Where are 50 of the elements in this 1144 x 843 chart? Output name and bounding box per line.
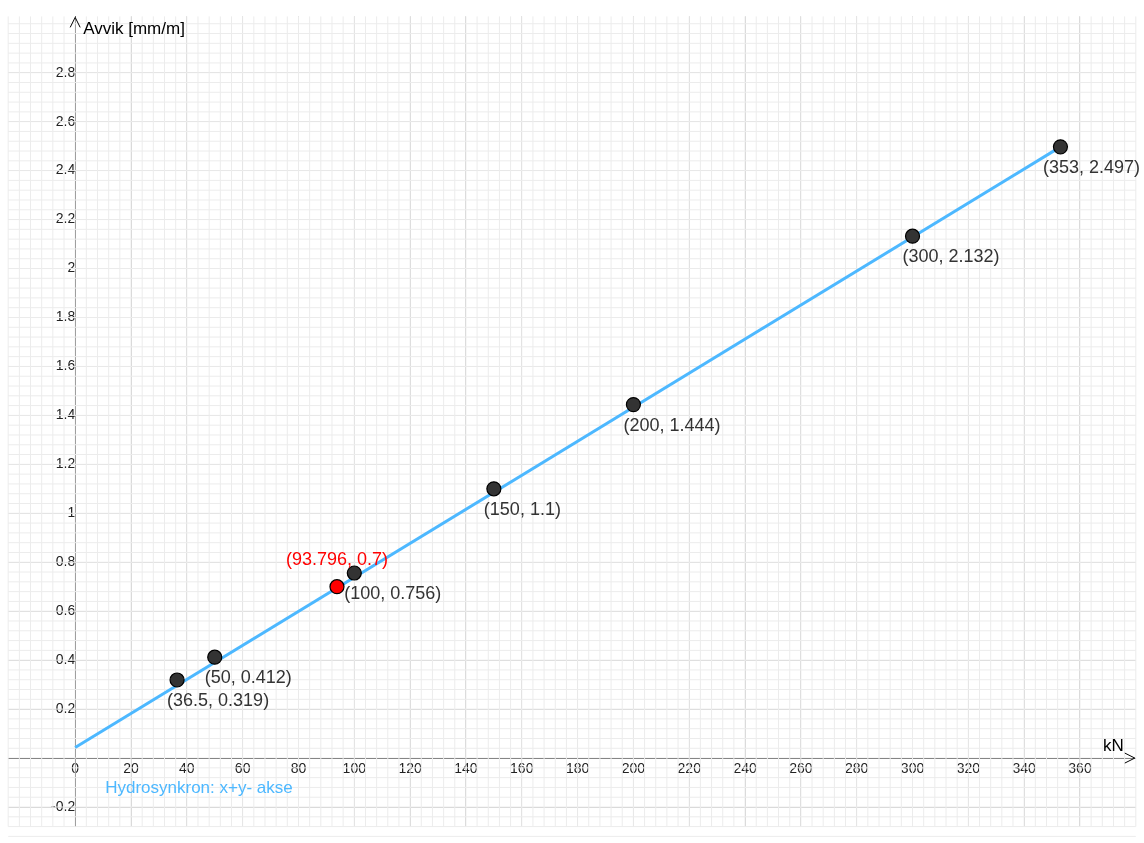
point [1052, 139, 1069, 155]
text: Hydrosynkron: x+y- akse [105, 778, 293, 798]
x-tick-label: 280 [845, 760, 869, 777]
data-label: (100, 0.756) [344, 582, 442, 603]
y-tick-label: 0.8 [55, 553, 76, 570]
point [904, 228, 921, 244]
data-label: (50, 0.412) [204, 667, 292, 688]
x-tick-label: 80 [290, 760, 307, 777]
x-tick-label: 40 [179, 760, 195, 777]
x-axis-title: kN [1103, 736, 1124, 756]
y-axis-title: Avvik [mm/m] [83, 18, 185, 38]
data-label: (300, 2.132) [902, 246, 1000, 267]
point [169, 672, 185, 688]
data-label: (93.796, 0.7) [285, 548, 389, 569]
data-label: (353, 2.497) [1042, 156, 1141, 177]
point [625, 397, 641, 413]
x-tick-label: 120 [398, 760, 423, 777]
y-tick-label: 0.6 [55, 602, 76, 619]
data-label: (36.5, 0.319) [167, 689, 270, 710]
point [329, 579, 345, 595]
y-tick-label: 1.4 [55, 406, 76, 423]
point [207, 649, 223, 665]
y-tick-label: -0.2 [51, 797, 76, 814]
x-tick-label: 300 [900, 760, 925, 777]
x-tick-label: 100 [342, 760, 367, 777]
x-tick-label: 160 [510, 760, 534, 777]
y-tick-label: 1.2 [55, 455, 76, 472]
y-tick-label: 1.8 [55, 308, 76, 325]
x-tick-label: 20 [123, 760, 139, 777]
x-tick-label: 200 [621, 760, 646, 777]
x-tick-label: 180 [565, 760, 590, 777]
x-tick-label: 220 [677, 760, 702, 777]
x-tick-label: 240 [733, 760, 757, 777]
y-tick-label: 0.4 [55, 651, 76, 668]
y-tick-label: 0.2 [55, 699, 76, 716]
y-tick-label: 1.6 [55, 357, 76, 374]
y-tick-label: 2.6 [55, 112, 76, 129]
x-tick-label: 360 [1068, 760, 1092, 777]
x-tick-label: 340 [1012, 760, 1037, 777]
x-tick-label: 60 [234, 760, 251, 777]
data-label: (150, 1.1) [483, 498, 561, 519]
x-tick-label: 260 [789, 760, 813, 777]
y-tick-label: 1 [67, 504, 76, 521]
y-tick-label: 2.8 [55, 63, 76, 80]
x-tick-label: 320 [956, 760, 981, 777]
point [486, 481, 502, 497]
y-tick-label: 2.2 [55, 210, 76, 227]
y-tick-label: 2.4 [55, 161, 76, 178]
data-label: (200, 1.444) [623, 414, 721, 435]
x-tick-label: 140 [454, 760, 478, 777]
